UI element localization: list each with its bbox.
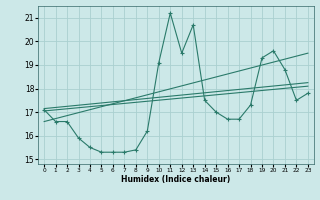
X-axis label: Humidex (Indice chaleur): Humidex (Indice chaleur): [121, 175, 231, 184]
